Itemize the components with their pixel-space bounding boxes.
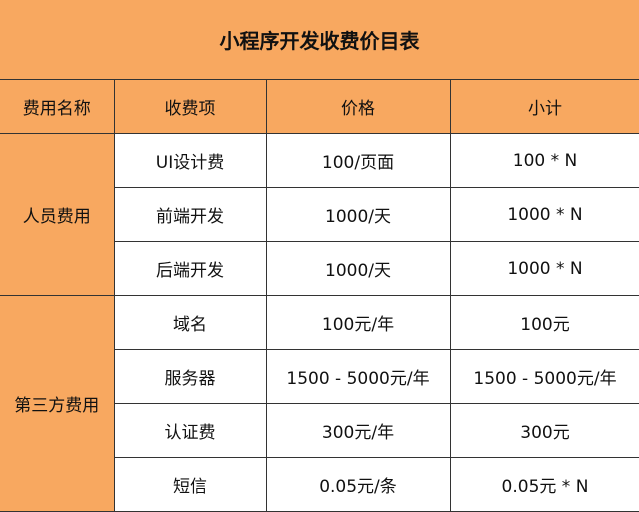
price-cell: 1500 - 5000元/年	[265, 349, 451, 404]
subtotal-cell: 1000 * N	[449, 187, 639, 242]
category-cell: 第三方费用	[0, 295, 115, 512]
header-row: 费用名称 收费项 价格 小计	[0, 80, 639, 134]
item-cell: 认证费	[114, 403, 267, 458]
price-cell: 0.05元/条	[265, 457, 451, 512]
price-cell: 1000/天	[265, 241, 451, 296]
table-row: 前端开发 1000/天 1000 * N	[0, 187, 639, 242]
table-row: 第三方费用 域名 100元/年 100元	[0, 295, 639, 512]
item-cell: UI设计费	[113, 133, 267, 188]
subtotal-cell: 300元	[449, 403, 639, 458]
header-category: 费用名称	[0, 80, 115, 134]
subtotal-cell: 0.05元 * N	[449, 457, 639, 512]
price-cell: 100元/年	[265, 295, 451, 350]
price-cell: 300元/年	[265, 403, 451, 458]
header-subtotal: 小计	[449, 80, 639, 134]
item-cell: 后端开发	[114, 241, 267, 296]
price-cell: 100/页面	[265, 133, 451, 188]
subtotal-cell: 1500 - 5000元/年	[449, 349, 639, 404]
subtotal-cell: 100元	[449, 295, 639, 350]
table-row: 认证费 300元/年 300元	[0, 403, 639, 458]
price-table: 费用名称 收费项 价格 小计 人员费用 UI设计费 100/页面 100 * N…	[0, 80, 639, 512]
table-row: 后端开发 1000/天 1000 * N	[0, 241, 639, 296]
item-cell: 服务器	[114, 349, 267, 404]
item-cell: 域名	[113, 295, 267, 350]
subtotal-cell: 100 * N	[449, 133, 639, 188]
subtotal-cell: 1000 * N	[449, 241, 639, 296]
table-row: 人员费用 UI设计费 100/页面 100 * N	[0, 133, 639, 296]
category-cell: 人员费用	[0, 133, 115, 296]
item-cell: 短信	[114, 457, 267, 512]
header-price: 价格	[265, 80, 451, 134]
header-item: 收费项	[113, 80, 267, 134]
price-cell: 1000/天	[265, 187, 451, 242]
table-title: 小程序开发收费价目表	[0, 0, 639, 80]
item-cell: 前端开发	[114, 187, 267, 242]
